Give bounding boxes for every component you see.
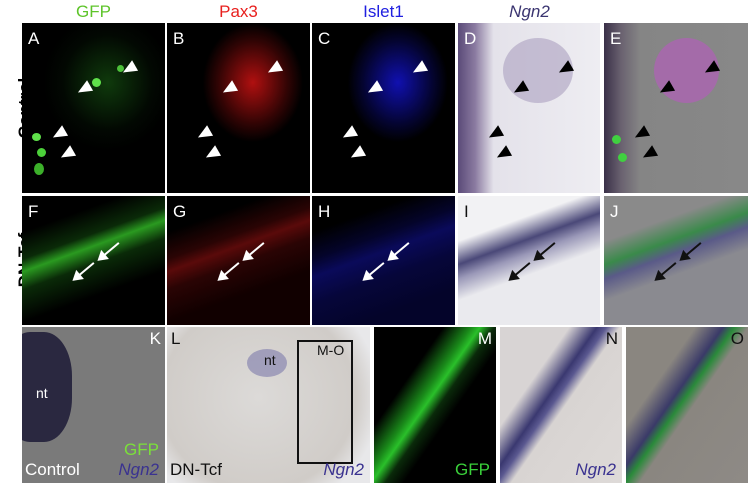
arrowhead-icon [409,60,429,78]
arrowhead-icon [74,80,94,98]
panel-A: A [22,23,165,193]
panel-letter: N [605,329,618,348]
arrow-icon [221,262,240,278]
arrow-icon [366,262,385,278]
panel-letter: C [318,29,331,48]
gfp-label: GFP [455,460,490,479]
panel-D: D [458,23,600,193]
arrowhead-icon [264,60,284,78]
arrow-icon [76,262,95,278]
header-pax3: Pax3 [219,2,258,21]
arrowhead-icon [202,145,222,163]
panel-letter: F [28,202,39,221]
ngn2-label: Ngn2 [118,460,159,479]
arrowhead-icon [194,125,214,143]
arrowhead-icon [485,125,505,143]
condition-label: Control [25,460,80,479]
panel-I: I [458,196,600,325]
arrowhead-icon [347,145,367,163]
arrow-icon [683,242,702,258]
header-islet1: Islet1 [363,2,404,21]
panel-letter: A [28,29,40,48]
arrowhead-icon [119,60,139,78]
inset-label: M-O [317,342,345,358]
panel-O: O [626,327,748,483]
panel-letter: D [464,29,477,48]
panel-J: J [604,196,748,325]
ngn2-label: Ngn2 [323,460,364,479]
panel-letter: L [171,329,181,348]
panel-E: E [604,23,748,193]
arrowhead-icon [49,125,69,143]
ngn2-label: Ngn2 [575,460,616,479]
panel-letter: I [464,202,469,221]
nt-label: nt [264,352,276,368]
panel-M: M GFP [374,327,496,483]
panel-H: H [312,196,455,325]
panel-L: L nt M-O DN-Tcf Ngn2 [167,327,370,483]
panel-G: G [167,196,310,325]
nt-label: nt [36,385,48,401]
arrow-icon [391,242,410,258]
header-gfp: GFP [76,2,111,21]
panel-letter: K [149,329,161,348]
panel-letter: O [730,329,744,348]
arrowhead-icon [364,80,384,98]
panel-N: N Ngn2 [500,327,622,483]
panel-B: B [167,23,310,193]
panel-letter: E [610,29,622,48]
arrow-icon [246,242,265,258]
gfp-label: GFP [124,440,159,459]
header-ngn2: Ngn2 [509,2,550,21]
arrowhead-icon [631,125,651,143]
arrow-icon [512,262,531,278]
panel-C: C [312,23,455,193]
arrowhead-icon [339,125,359,143]
arrow-icon [101,242,120,258]
arrowhead-icon [493,145,513,163]
arrow-icon [537,242,556,258]
panel-letter: H [318,202,331,221]
arrow-icon [658,262,677,278]
panel-letter: G [173,202,187,221]
arrowhead-icon [57,145,77,163]
condition-label: DN-Tcf [170,460,222,479]
panel-F: F [22,196,165,325]
arrowhead-icon [219,80,239,98]
panel-letter: J [610,202,619,221]
panel-letter: B [173,29,185,48]
panel-K: K nt GFP Ngn2 Control [22,327,165,483]
inset-box [297,340,353,464]
arrowhead-icon [639,145,659,163]
panel-letter: M [477,329,492,348]
